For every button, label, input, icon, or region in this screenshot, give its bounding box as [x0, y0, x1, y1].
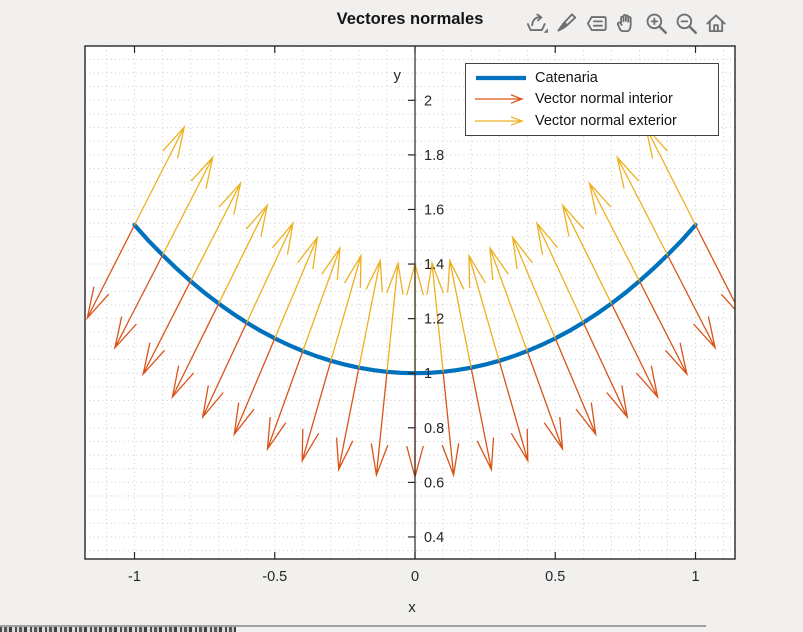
quiver-arrow [190, 181, 242, 282]
x-tick-label: 0 [411, 569, 419, 585]
y-tick-label: 2 [424, 93, 432, 109]
legend[interactable]: Catenaria Vector normal interior Vector no… [465, 63, 719, 136]
quiver-arrow [526, 350, 564, 452]
quiver-arrow [616, 155, 669, 256]
quiver-arrow [233, 338, 276, 437]
quiver-arrow [610, 303, 659, 400]
quiver-arrow [666, 254, 717, 351]
quiver-arrow [246, 220, 295, 323]
exterior-normal-arrows [133, 124, 697, 374]
quiver-arrow [498, 360, 529, 464]
quiver-arrow [86, 224, 136, 321]
quiver-arrow [561, 202, 612, 304]
y-tick-label: 1 [424, 366, 432, 382]
quiver-arrow [511, 235, 556, 339]
y-tick-label: 1.4 [424, 257, 444, 273]
y-tick-label: 1.8 [424, 148, 444, 164]
grid [85, 46, 735, 559]
quiver-arrow [441, 371, 460, 478]
quiver-arrow [301, 360, 332, 464]
quiver-arrow [133, 124, 186, 226]
legend-item: Vector normal exterior [473, 111, 716, 132]
legend-arrow-sample [475, 94, 524, 105]
zoom-out-icon[interactable] [672, 9, 699, 37]
y-tick-label: 0.6 [424, 475, 444, 491]
x-tick-label: -1 [128, 569, 141, 585]
quiver-arrow [201, 322, 248, 420]
legend-item: Catenaria [473, 67, 716, 88]
quiver-arrow [386, 260, 404, 372]
quiver-arrow [489, 245, 528, 352]
quiver-arrow [330, 253, 362, 361]
quiver-arrow [638, 280, 688, 377]
quiver-arrow [447, 258, 472, 368]
window-edge-artifact [0, 627, 236, 632]
quiver-arrow [535, 220, 584, 323]
x-axis-label: x [408, 599, 416, 616]
quiver-arrow [370, 371, 389, 478]
y-tick-label: 1.6 [424, 202, 444, 218]
quiver-arrow [274, 235, 319, 339]
legend-label: Vector normal interior [535, 91, 673, 108]
quiver-arrow [554, 338, 597, 437]
export-icon[interactable] [522, 9, 549, 37]
quiver-arrow [302, 245, 341, 352]
quiver-arrow [468, 253, 500, 361]
quiver-arrow [588, 181, 640, 282]
legend-arrow-sample [475, 116, 524, 126]
legend-label: Catenaria [535, 69, 598, 86]
quiver-arrow [162, 155, 214, 256]
tick-marks [133, 46, 697, 559]
chart-title: Vectores normales [336, 10, 484, 28]
restore-view-icon[interactable] [702, 9, 729, 37]
zoom-in-icon[interactable] [642, 9, 669, 37]
window-edge-line [0, 625, 706, 627]
quiver-arrow [266, 350, 304, 452]
axes-toolbar [522, 9, 729, 37]
x-tick-label: 0.5 [545, 569, 565, 585]
quiver-arrow [335, 367, 360, 472]
pan-icon[interactable] [612, 9, 639, 37]
axes-box [84, 45, 736, 560]
brush-icon[interactable] [552, 9, 579, 37]
y-tick-label: 0.4 [424, 530, 444, 546]
datatip-icon[interactable] [582, 9, 609, 37]
legend-line-sample [476, 75, 526, 80]
quiver-arrow [582, 322, 629, 420]
legend-item: Vector normal interior [473, 89, 716, 110]
x-tick-label: -0.5 [262, 569, 287, 585]
quiver-arrow [171, 303, 220, 400]
legend-label: Vector normal exterior [535, 113, 677, 130]
quiver-arrow [426, 260, 445, 372]
y-tick-label: 0.8 [424, 421, 444, 437]
quiver-arrow [358, 258, 383, 368]
y-tick-label: 1.2 [424, 312, 444, 328]
quiver-arrow [470, 367, 495, 472]
quiver-arrow [113, 254, 164, 351]
x-tick-label: 1 [691, 569, 699, 585]
y-axis-label: y [394, 67, 402, 84]
quiver-arrow [218, 202, 269, 304]
quiver-arrow [142, 280, 192, 377]
